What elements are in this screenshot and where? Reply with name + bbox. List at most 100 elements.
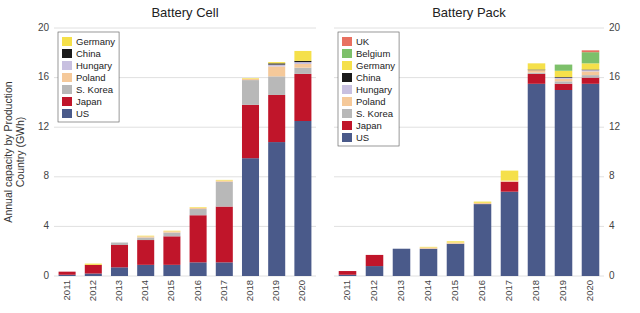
bar-segment [366, 255, 384, 266]
bar-segment [137, 236, 154, 237]
bar-segment [393, 248, 411, 249]
y-axis-label-line: Country (GWh) [14, 117, 26, 188]
bar-segment [582, 70, 600, 71]
x-tick-label: 2019 [270, 280, 281, 301]
legend-label: China [76, 48, 102, 59]
legend: UKBelgiumGermanyChinaHungaryPolandS. Kor… [338, 32, 399, 146]
bar-segment [85, 264, 102, 265]
legend-swatch [342, 37, 352, 46]
legend-swatch [62, 97, 72, 106]
bar-segment [216, 262, 233, 276]
bar-segment [366, 254, 384, 255]
bar-segment [366, 266, 384, 276]
bar-segment [163, 230, 180, 232]
bar-segment [366, 254, 384, 255]
bar-segment [85, 264, 102, 265]
x-tick-label: 2011 [61, 280, 72, 300]
title: Battery Cell [151, 5, 218, 20]
bar-segment [366, 254, 384, 255]
bar-segment [137, 235, 154, 237]
bar-segment [501, 182, 519, 192]
bar-segment [242, 105, 259, 158]
bar-segment [190, 208, 207, 209]
bar-segment [85, 265, 102, 274]
bar-segment [474, 204, 492, 205]
bar-segment [420, 246, 438, 247]
bar-segment [190, 262, 207, 276]
legend-label: US [356, 132, 369, 143]
legend-swatch [342, 121, 352, 130]
bar-segment [216, 182, 233, 207]
bar-segment [447, 241, 465, 242]
y-tick-label: 8 [43, 170, 49, 181]
bar-segment [420, 249, 438, 276]
bar-segment [111, 245, 128, 267]
y-tick-label: 0 [43, 270, 49, 281]
bar-segment [528, 73, 546, 74]
bar-segment [528, 74, 546, 84]
bar-segment [474, 203, 492, 204]
legend-label: Belgium [356, 48, 390, 59]
bar-segment [555, 79, 573, 81]
bar-segment [501, 192, 519, 276]
x-tick-label: 2015 [449, 280, 460, 301]
bar-segment [582, 71, 600, 75]
bar-segment [501, 171, 519, 181]
bar-segment [582, 63, 600, 69]
legend-swatch [342, 109, 352, 118]
bar-segment [555, 78, 573, 79]
bar-segment [59, 271, 76, 272]
x-tick-label: 2014 [422, 280, 433, 301]
bar-segment [447, 244, 465, 276]
y-tick-label: 12 [38, 121, 50, 132]
legend-swatch [342, 73, 352, 82]
bar-segment [294, 64, 311, 68]
bar-segment [59, 271, 76, 272]
bar-segment [59, 271, 76, 272]
bar-segment [268, 62, 285, 63]
bar-segment [501, 170, 519, 171]
bar-segment [137, 236, 154, 237]
bar-segment [59, 272, 76, 275]
bar-segment [420, 247, 438, 248]
bar-segment [242, 79, 259, 80]
bar-segment [393, 248, 411, 249]
x-tick-label: 2012 [368, 280, 379, 301]
legend-label: Japan [356, 120, 382, 131]
bar-segment [474, 202, 492, 203]
bar-segment [137, 236, 154, 237]
bar-segment [582, 84, 600, 276]
bar-segment [366, 254, 384, 255]
bar-segment [501, 181, 519, 182]
bar-segment [555, 81, 573, 83]
legend-label: Hungary [76, 60, 112, 71]
bar-segment [163, 236, 180, 265]
x-tick-label: 2016 [192, 280, 203, 301]
bar-segment [85, 264, 102, 265]
x-tick-label: 2011 [341, 280, 352, 300]
legend-swatch [342, 85, 352, 94]
x-tick-label: 2014 [139, 280, 150, 301]
y2-tick-label: 8 [609, 170, 615, 181]
bar-segment [242, 78, 259, 79]
bar-segment [474, 201, 492, 202]
bar-segment [190, 207, 207, 208]
chart-root: Battery Cell048121620Annual capacity by … [0, 0, 640, 313]
bar-segment [190, 207, 207, 209]
bar-segment [582, 50, 600, 52]
legend-label: Poland [76, 72, 106, 83]
bar-segment [447, 243, 465, 244]
title: Battery Pack [432, 5, 506, 20]
bar-segment [447, 242, 465, 243]
y-axis-label-line: Annual capacity by Production [2, 81, 14, 222]
bar-segment [528, 70, 546, 72]
bar-segment [393, 249, 411, 276]
bar-segment [474, 202, 492, 203]
panel: Battery Pack0481216202011201220132014201… [334, 5, 621, 301]
bar-segment [582, 52, 600, 63]
legend: GermanyChinaHungaryPolandS. KoreaJapanUS [58, 32, 119, 122]
legend-swatch [62, 61, 72, 70]
bar-segment [420, 247, 438, 248]
bar-segment [420, 248, 438, 249]
x-tick-label: 2020 [296, 280, 307, 301]
